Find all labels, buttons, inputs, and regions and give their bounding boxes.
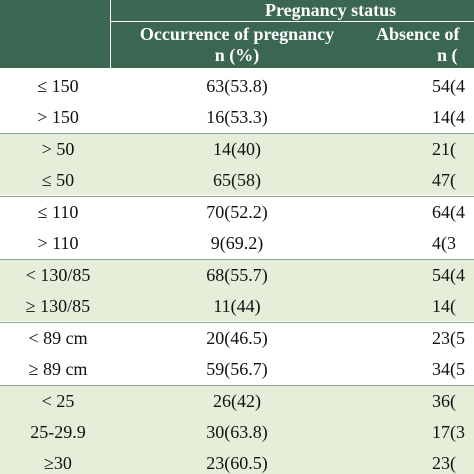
row-label: ≤ 50: [41, 170, 75, 190]
group-rule: [0, 385, 474, 386]
cell-value: 47(: [432, 170, 456, 190]
column-header-unit: n (%): [214, 45, 260, 65]
cell-value: 36(: [432, 391, 456, 411]
header-rule: [111, 21, 474, 22]
cell-value: 34(5: [432, 359, 465, 379]
cell-value: 23(60.5): [206, 453, 268, 473]
row-group: [0, 133, 474, 195]
cell-value: 23(: [432, 453, 456, 473]
header-divider: [110, 0, 111, 68]
cell-value: 11(44): [213, 296, 261, 316]
row-label: < 130/85: [25, 265, 91, 285]
row-label: > 110: [37, 233, 79, 253]
cell-value: 17(3: [432, 422, 465, 442]
row-label: < 25: [41, 391, 75, 411]
row-label: ≤ 150: [37, 76, 79, 96]
cell-value: 20(46.5): [206, 328, 268, 348]
group-rule: [0, 196, 474, 197]
column-header: Occurrence of pregnancy: [139, 24, 335, 44]
cell-value: 63(53.8): [206, 76, 268, 96]
cell-value: 65(58): [213, 170, 261, 190]
cell-value: 23(5: [432, 328, 465, 348]
cell-value: 14(: [432, 296, 456, 316]
cell-value: 59(56.7): [206, 359, 268, 379]
group-header: Pregnancy status: [265, 0, 397, 20]
group-rule: [0, 133, 474, 134]
cell-value: 30(63.8): [206, 422, 268, 442]
cell-value: 26(42): [213, 391, 261, 411]
row-label: 25-29.9: [30, 422, 86, 442]
cell-value: 4(3: [432, 233, 456, 253]
row-group: [0, 70, 474, 132]
cell-value: 70(52.2): [206, 202, 268, 222]
row-group: [0, 322, 474, 384]
row-label: > 50: [41, 139, 75, 159]
header-band: [0, 0, 474, 68]
row-label: < 89 cm: [28, 328, 88, 348]
row-group: [0, 259, 474, 321]
row-label: ≥ 130/85: [25, 296, 91, 316]
cell-value: 68(55.7): [206, 265, 268, 285]
cell-value: 9(69.2): [210, 233, 264, 253]
column-header-unit: n (: [437, 45, 458, 65]
cell-value: 54(4: [432, 265, 465, 285]
cell-value: 64(4: [432, 202, 465, 222]
row-label: ≤ 110: [37, 202, 79, 222]
row-group: [0, 385, 474, 474]
cell-value: 14(40): [213, 139, 261, 159]
cell-value: 21(: [432, 139, 456, 159]
column-header: Absence of: [376, 24, 460, 44]
row-label: > 150: [37, 107, 79, 127]
row-label: ≥30: [44, 453, 72, 473]
group-rule: [0, 259, 474, 260]
row-group: [0, 196, 474, 258]
row-label: ≥ 89 cm: [28, 359, 88, 379]
group-rule: [0, 322, 474, 323]
cell-value: 54(4: [432, 76, 465, 96]
cell-value: 16(53.3): [206, 107, 268, 127]
cell-value: 14(4: [432, 107, 465, 127]
